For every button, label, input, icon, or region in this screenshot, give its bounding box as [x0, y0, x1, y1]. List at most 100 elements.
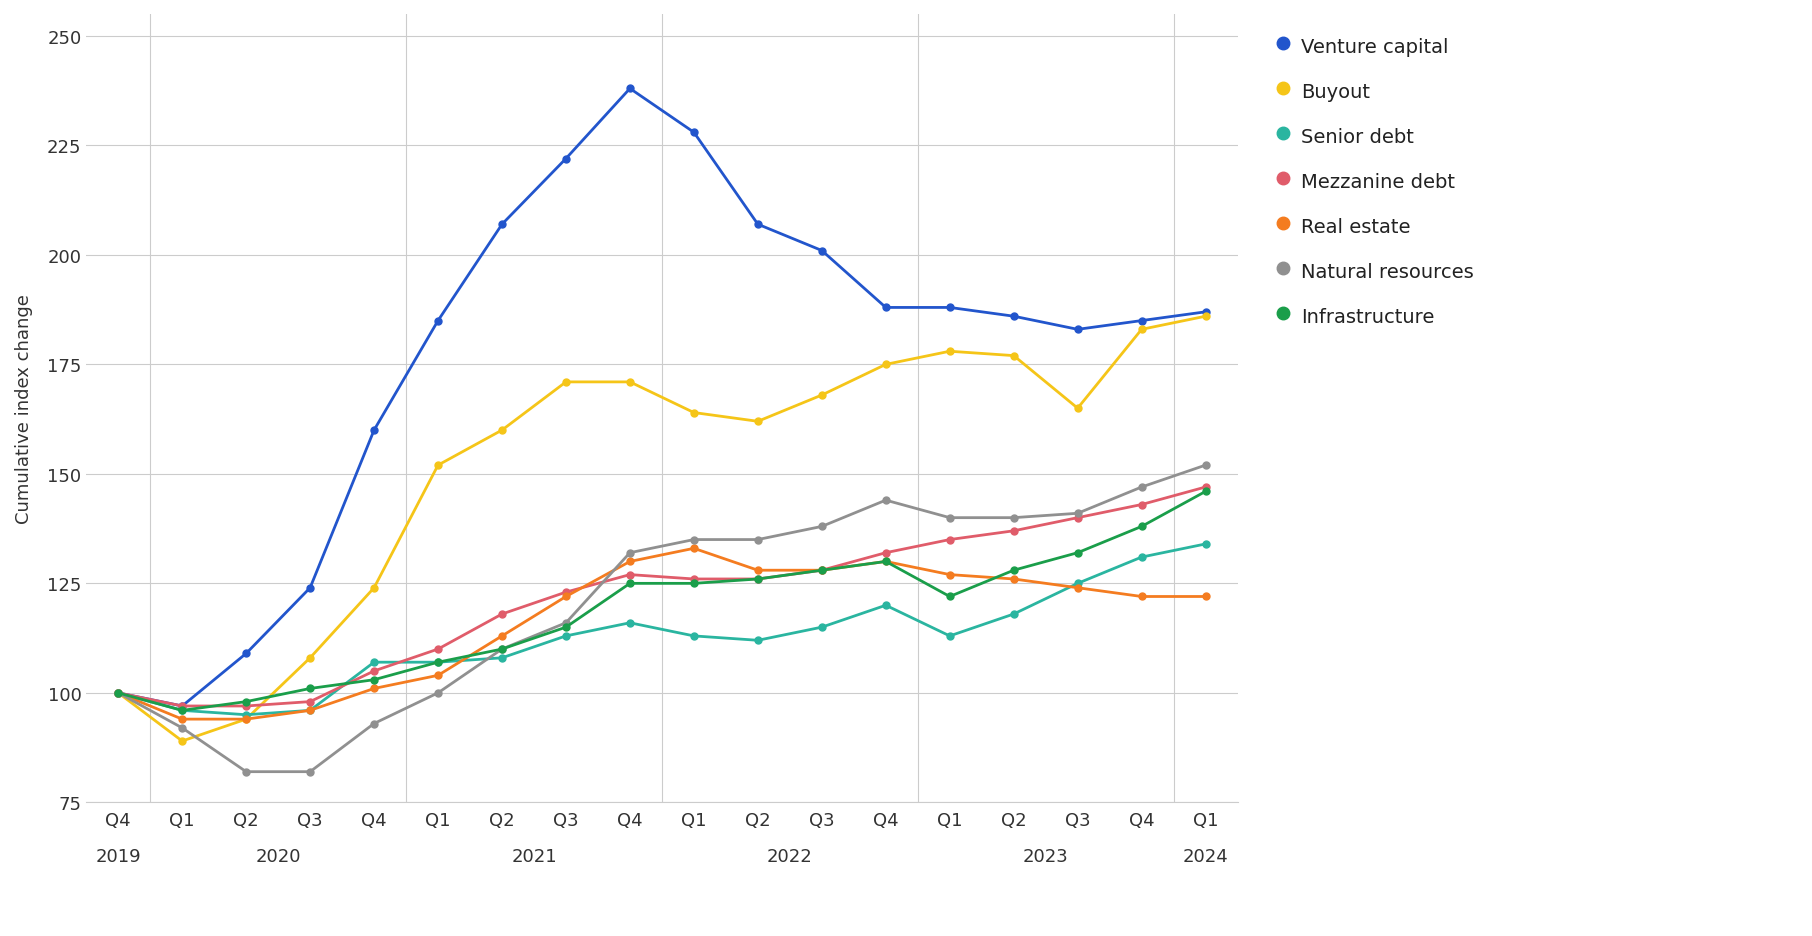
Senior debt	[1067, 578, 1089, 590]
Real estate	[1131, 592, 1152, 603]
Line: Buyout: Buyout	[114, 314, 1209, 745]
Infrastructure	[683, 578, 705, 590]
Text: 2024: 2024	[1183, 847, 1229, 865]
Venture capital	[491, 219, 513, 230]
Venture capital	[236, 648, 257, 659]
Infrastructure	[1002, 565, 1024, 577]
Natural resources	[428, 687, 449, 698]
Natural resources	[172, 723, 194, 734]
Infrastructure	[172, 705, 194, 716]
Senior debt	[620, 618, 641, 629]
Legend: Venture capital, Buyout, Senior debt, Mezzanine debt, Real estate, Natural resou: Venture capital, Buyout, Senior debt, Me…	[1270, 24, 1484, 338]
Buyout	[683, 407, 705, 418]
Senior debt	[554, 631, 576, 642]
Venture capital	[428, 315, 449, 327]
Mezzanine debt	[299, 696, 321, 708]
Venture capital	[1194, 307, 1216, 318]
Venture capital	[1131, 315, 1152, 327]
Real estate	[747, 565, 768, 577]
Senior debt	[107, 687, 129, 698]
Real estate	[428, 670, 449, 681]
Natural resources	[491, 644, 513, 655]
Infrastructure	[939, 592, 960, 603]
Senior debt	[299, 705, 321, 716]
Real estate	[875, 556, 897, 567]
Buyout	[1131, 325, 1152, 336]
Buyout	[554, 377, 576, 388]
Text: 2020: 2020	[255, 847, 301, 865]
Venture capital	[620, 83, 641, 95]
Line: Infrastructure: Infrastructure	[114, 489, 1209, 714]
Mezzanine debt	[1067, 513, 1089, 524]
Infrastructure	[491, 644, 513, 655]
Senior debt	[812, 622, 834, 633]
Line: Senior debt: Senior debt	[114, 541, 1209, 719]
Senior debt	[362, 657, 384, 668]
Mezzanine debt	[1194, 482, 1216, 493]
Buyout	[747, 417, 768, 428]
Mezzanine debt	[362, 665, 384, 677]
Senior debt	[939, 631, 960, 642]
Buyout	[491, 425, 513, 436]
Buyout	[620, 377, 641, 388]
Venture capital	[875, 302, 897, 314]
Buyout	[299, 652, 321, 664]
Venture capital	[362, 425, 384, 436]
Natural resources	[1002, 513, 1024, 524]
Natural resources	[1067, 508, 1089, 519]
Senior debt	[428, 657, 449, 668]
Mezzanine debt	[939, 534, 960, 546]
Senior debt	[1194, 539, 1216, 550]
Infrastructure	[1067, 548, 1089, 559]
Venture capital	[554, 154, 576, 165]
Buyout	[875, 359, 897, 371]
Mezzanine debt	[172, 701, 194, 712]
Natural resources	[1131, 482, 1152, 493]
Real estate	[491, 631, 513, 642]
Infrastructure	[620, 578, 641, 590]
Buyout	[1194, 312, 1216, 323]
Buyout	[1002, 351, 1024, 362]
Mezzanine debt	[107, 687, 129, 698]
Buyout	[1067, 403, 1089, 415]
Real estate	[172, 714, 194, 725]
Text: 2022: 2022	[766, 847, 814, 865]
Mezzanine debt	[1002, 526, 1024, 537]
Buyout	[812, 390, 834, 402]
Buyout	[172, 736, 194, 747]
Venture capital	[939, 302, 960, 314]
Infrastructure	[875, 556, 897, 567]
Mezzanine debt	[812, 565, 834, 577]
Real estate	[1194, 592, 1216, 603]
Senior debt	[747, 635, 768, 646]
Mezzanine debt	[747, 574, 768, 585]
Infrastructure	[1131, 521, 1152, 533]
Senior debt	[236, 709, 257, 721]
Infrastructure	[107, 687, 129, 698]
Mezzanine debt	[554, 587, 576, 598]
Buyout	[236, 714, 257, 725]
Buyout	[939, 346, 960, 358]
Natural resources	[875, 495, 897, 506]
Venture capital	[1002, 312, 1024, 323]
Real estate	[236, 714, 257, 725]
Venture capital	[1067, 325, 1089, 336]
Real estate	[1002, 574, 1024, 585]
Mezzanine debt	[1131, 500, 1152, 511]
Senior debt	[1002, 608, 1024, 620]
Venture capital	[299, 582, 321, 593]
Mezzanine debt	[875, 548, 897, 559]
Mezzanine debt	[491, 608, 513, 620]
Infrastructure	[554, 622, 576, 633]
Real estate	[107, 687, 129, 698]
Line: Mezzanine debt: Mezzanine debt	[114, 484, 1209, 709]
Infrastructure	[812, 565, 834, 577]
Natural resources	[107, 687, 129, 698]
Buyout	[362, 582, 384, 593]
Text: 2021: 2021	[511, 847, 556, 865]
Text: 2019: 2019	[96, 847, 141, 865]
Real estate	[812, 565, 834, 577]
Venture capital	[107, 687, 129, 698]
Natural resources	[236, 767, 257, 778]
Real estate	[683, 543, 705, 554]
